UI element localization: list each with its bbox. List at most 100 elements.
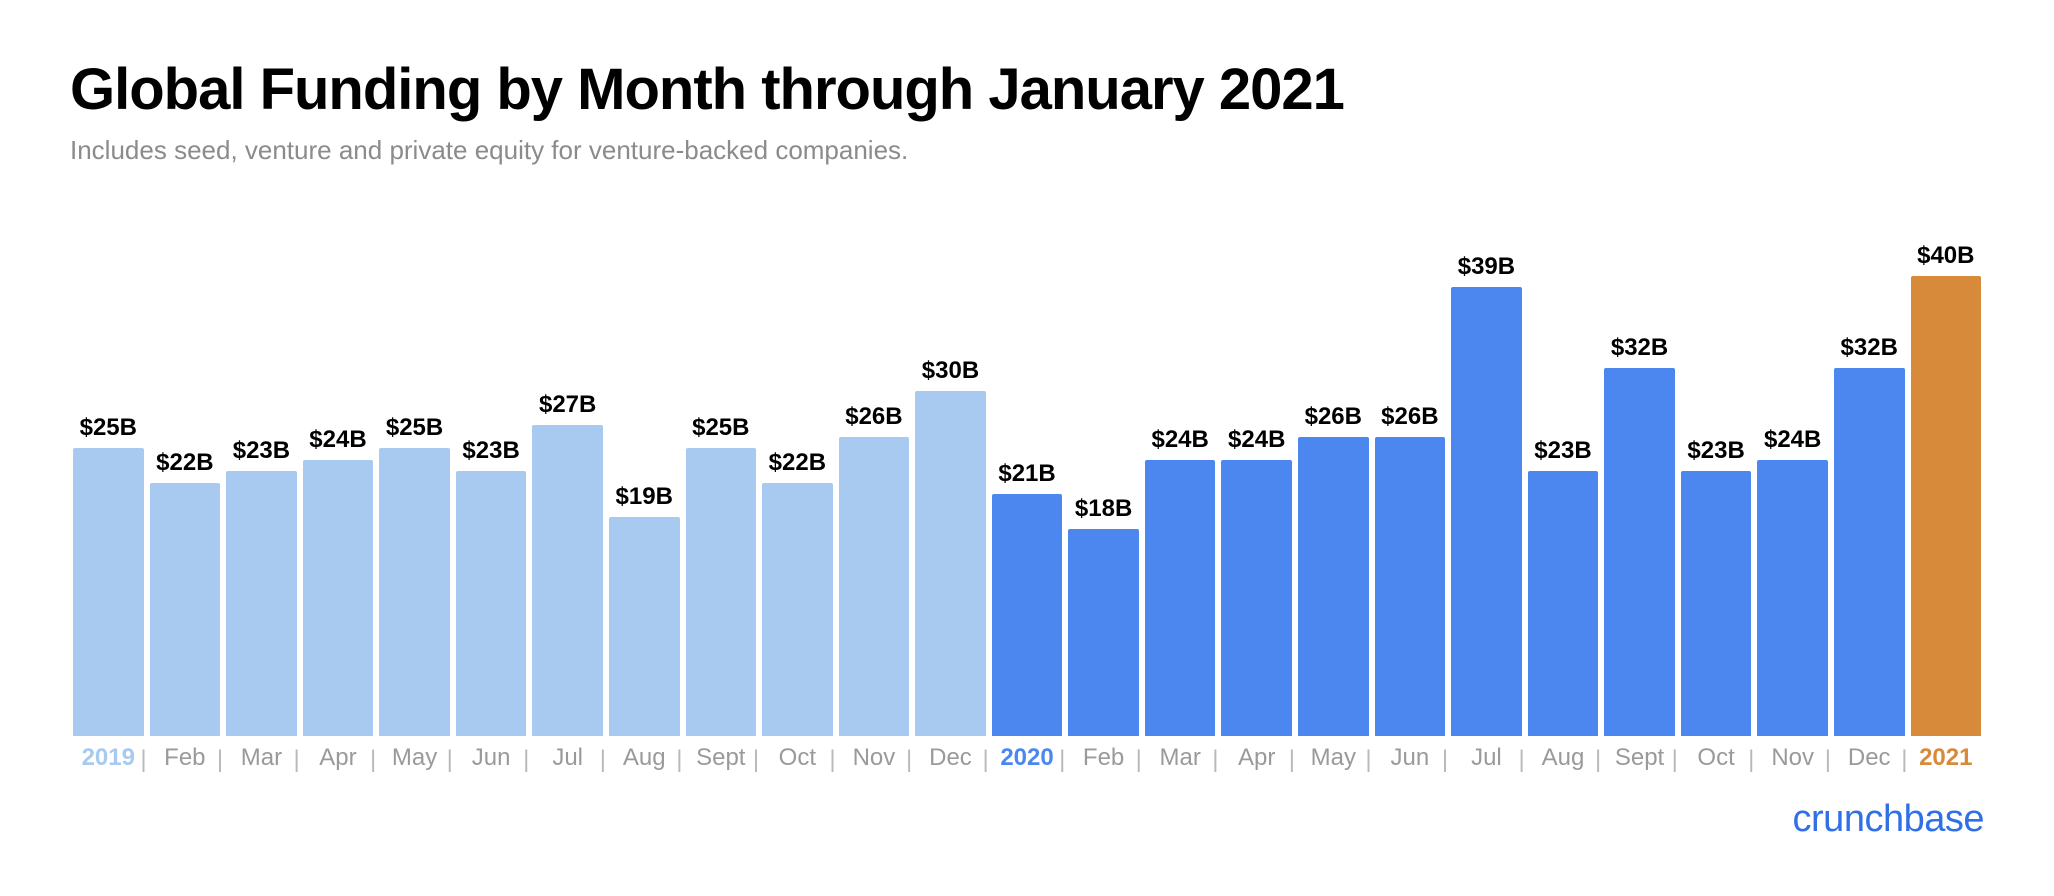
bar-value-label: $32B — [1841, 334, 1898, 362]
axis-cell: 2020| — [989, 744, 1066, 772]
bar-column: $30B — [912, 216, 989, 736]
bar — [1757, 460, 1828, 736]
bar-value-label: $25B — [692, 414, 749, 442]
bar-value-label: $23B — [1534, 437, 1591, 465]
axis-month-label: Dec — [1848, 744, 1891, 772]
bar — [73, 448, 144, 736]
bar-column: $40B — [1908, 216, 1985, 736]
bar-value-label: $23B — [1687, 437, 1744, 465]
axis-cell: Dec| — [1831, 744, 1908, 772]
axis-month-label: Feb — [1083, 744, 1124, 772]
bar-column: $21B — [989, 216, 1066, 736]
bar-column: $26B — [1372, 216, 1449, 736]
axis-cell: Sept| — [1601, 744, 1678, 772]
axis-month-label: May — [392, 744, 437, 772]
bar-column: $32B — [1601, 216, 1678, 736]
bar — [839, 437, 910, 736]
axis-cell: Jul| — [1448, 744, 1525, 772]
axis-month-label: Oct — [1697, 744, 1734, 772]
axis-cell: Oct| — [759, 744, 836, 772]
axis-cell: Feb| — [147, 744, 224, 772]
bar — [915, 391, 986, 736]
bar — [609, 517, 680, 736]
bar-value-label: $32B — [1611, 334, 1668, 362]
axis-month-label: Dec — [929, 744, 972, 772]
bar-column: $27B — [529, 216, 606, 736]
bar — [1681, 471, 1752, 736]
bar-value-label: $25B — [80, 414, 137, 442]
bar-value-label: $26B — [845, 403, 902, 431]
bar-value-label: $23B — [233, 437, 290, 465]
bar-column: $23B — [453, 216, 530, 736]
chart-subtitle: Includes seed, venture and private equit… — [70, 135, 1984, 166]
axis-month-label: Jul — [1471, 744, 1502, 772]
axis-month-label: Jul — [552, 744, 583, 772]
bar — [379, 448, 450, 736]
bar — [1834, 368, 1905, 736]
axis-month-label: Jun — [472, 744, 511, 772]
axis-cell: Dec| — [912, 744, 989, 772]
axis-cell: Aug| — [606, 744, 683, 772]
bar-column: $26B — [836, 216, 913, 736]
axis-month-label: Aug — [1542, 744, 1585, 772]
bar — [303, 460, 374, 736]
bar-value-label: $26B — [1305, 403, 1362, 431]
axis-cell: Sept| — [683, 744, 760, 772]
axis-cell: May| — [1295, 744, 1372, 772]
axis-cell: May| — [376, 744, 453, 772]
axis-cell: Apr| — [300, 744, 377, 772]
bar-value-label: $25B — [386, 414, 443, 442]
bar-column: $24B — [1218, 216, 1295, 736]
bar-column: $25B — [683, 216, 760, 736]
bar — [992, 494, 1063, 736]
axis-cell: 2021 — [1908, 744, 1985, 772]
bar-column: $22B — [759, 216, 836, 736]
bar — [226, 471, 297, 736]
bar-column: $25B — [376, 216, 453, 736]
bar-value-label: $40B — [1917, 242, 1974, 270]
bars-container: $25B $22B $23B $24B $25B $23B $27B $19B $25B $22B… — [70, 216, 1984, 736]
x-axis: 2019|Feb|Mar|Apr|May|Jun|Jul|Aug|Sept|Oc… — [70, 744, 1984, 772]
bar — [1911, 276, 1982, 736]
bar — [1145, 460, 1216, 736]
axis-cell: 2019| — [70, 744, 147, 772]
axis-month-label: Nov — [1771, 744, 1814, 772]
bar-column: $23B — [1525, 216, 1602, 736]
axis-month-label: Sept — [696, 744, 745, 772]
bar-value-label: $30B — [922, 357, 979, 385]
bar-value-label: $19B — [616, 483, 673, 511]
bar — [150, 483, 221, 736]
bar-value-label: $22B — [769, 449, 826, 477]
bar — [686, 448, 757, 736]
axis-month-label: Aug — [623, 744, 666, 772]
axis-cell: Jun| — [453, 744, 530, 772]
bar-value-label: $24B — [1764, 426, 1821, 454]
bar-value-label: $21B — [998, 460, 1055, 488]
axis-year-label: 2020 — [1000, 744, 1053, 772]
axis-month-label: Feb — [164, 744, 205, 772]
bar-value-label: $22B — [156, 449, 213, 477]
bar-value-label: $27B — [539, 391, 596, 419]
bar-column: $23B — [223, 216, 300, 736]
axis-month-label: Oct — [779, 744, 816, 772]
bar-column: $23B — [1678, 216, 1755, 736]
bar-column: $18B — [1065, 216, 1142, 736]
bar — [1604, 368, 1675, 736]
axis-cell: Nov| — [836, 744, 913, 772]
axis-cell: Feb| — [1065, 744, 1142, 772]
bar-value-label: $18B — [1075, 495, 1132, 523]
bar-column: $39B — [1448, 216, 1525, 736]
axis-cell: Oct| — [1678, 744, 1755, 772]
axis-month-label: Sept — [1615, 744, 1664, 772]
bar-column: $26B — [1295, 216, 1372, 736]
bar-value-label: $24B — [1151, 426, 1208, 454]
axis-cell: Aug| — [1525, 744, 1602, 772]
bar — [1068, 529, 1139, 736]
bar-column: $32B — [1831, 216, 1908, 736]
axis-month-label: Nov — [853, 744, 896, 772]
bar-chart: $25B $22B $23B $24B $25B $23B $27B $19B $25B $22B… — [70, 216, 1984, 772]
axis-cell: Mar| — [1142, 744, 1219, 772]
axis-cell: Jun| — [1372, 744, 1449, 772]
axis-year-label: 2021 — [1919, 744, 1972, 772]
axis-month-label: Mar — [241, 744, 282, 772]
